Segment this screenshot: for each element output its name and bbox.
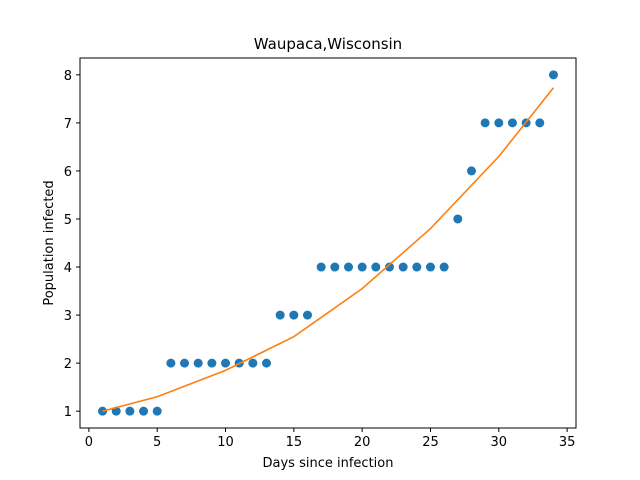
x-tick-label: 10 xyxy=(217,435,234,450)
x-tick-label: 5 xyxy=(153,435,161,450)
data-point xyxy=(466,166,476,176)
data-point xyxy=(494,118,504,128)
axes-frame xyxy=(79,57,577,429)
data-point xyxy=(275,310,285,320)
y-tick-label: 4 xyxy=(64,261,72,276)
data-point xyxy=(398,262,408,272)
x-tick-label: 35 xyxy=(559,435,576,450)
data-point xyxy=(439,262,449,272)
data-point xyxy=(412,262,422,272)
data-point xyxy=(357,262,367,272)
x-tick-label: 20 xyxy=(354,435,371,450)
data-point xyxy=(507,118,517,128)
data-point xyxy=(125,406,135,416)
y-tick-label: 7 xyxy=(64,117,72,132)
data-point xyxy=(98,406,108,416)
data-point xyxy=(480,118,490,128)
x-tick-label: 15 xyxy=(286,435,303,450)
data-point xyxy=(303,310,313,320)
y-axis-label: Population infected xyxy=(42,180,57,305)
x-tick-label: 30 xyxy=(491,435,508,450)
data-point xyxy=(371,262,381,272)
data-point xyxy=(152,406,162,416)
plot-area xyxy=(98,70,558,416)
x-tick-label: 25 xyxy=(422,435,439,450)
y-tick-label: 8 xyxy=(64,69,72,84)
data-point xyxy=(166,358,176,368)
y-tick-label: 2 xyxy=(64,357,72,372)
data-point xyxy=(248,358,258,368)
y-tick-label: 6 xyxy=(64,165,72,180)
x-tick-label: 0 xyxy=(85,435,93,450)
data-point xyxy=(207,358,217,368)
data-point xyxy=(193,358,203,368)
data-point xyxy=(289,310,299,320)
trend-line xyxy=(102,87,555,412)
data-point xyxy=(180,358,190,368)
data-point xyxy=(425,262,435,272)
y-tick-label: 3 xyxy=(64,309,72,324)
data-point xyxy=(453,214,463,224)
data-point xyxy=(221,358,231,368)
data-point xyxy=(548,70,558,80)
x-axis: 0 5 10 15 20 25 30 35 xyxy=(85,428,576,450)
data-point xyxy=(262,358,272,368)
data-point xyxy=(343,262,353,272)
data-point xyxy=(384,262,394,272)
y-tick-label: 5 xyxy=(64,213,72,228)
data-point xyxy=(139,406,149,416)
y-tick-label: 1 xyxy=(64,405,72,420)
chart-title: Waupaca,Wisconsin xyxy=(254,35,402,53)
data-point xyxy=(316,262,326,272)
data-point xyxy=(535,118,545,128)
y-axis: 1 2 3 4 5 6 7 8 xyxy=(64,69,80,420)
data-point xyxy=(330,262,340,272)
x-axis-label: Days since infection xyxy=(263,456,394,471)
